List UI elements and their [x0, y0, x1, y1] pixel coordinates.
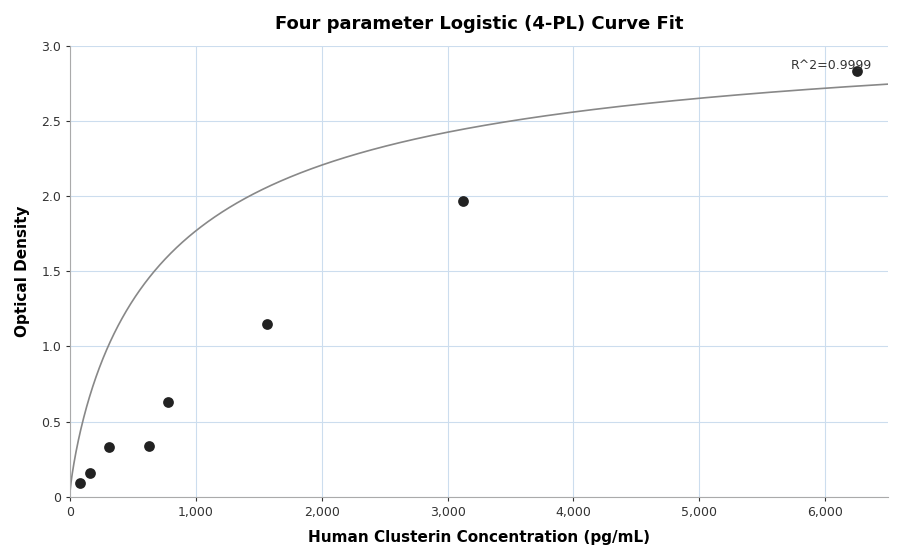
Text: R^2=0.9999: R^2=0.9999: [789, 59, 870, 72]
Point: [82, 468, 97, 477]
X-axis label: Human Clusterin Concentration (pg/mL): Human Clusterin Concentration (pg/mL): [308, 530, 649, 545]
Y-axis label: Optical Density: Optical Density: [15, 206, 30, 337]
Title: Four parameter Logistic (4-PL) Curve Fit: Four parameter Logistic (4-PL) Curve Fit: [274, 15, 683, 33]
Point: [161, 398, 176, 407]
Point: [849, 67, 863, 76]
Point: [259, 319, 273, 328]
Point: [73, 479, 87, 488]
Point: [456, 196, 470, 205]
Point: [142, 441, 156, 450]
Point: [102, 443, 116, 452]
